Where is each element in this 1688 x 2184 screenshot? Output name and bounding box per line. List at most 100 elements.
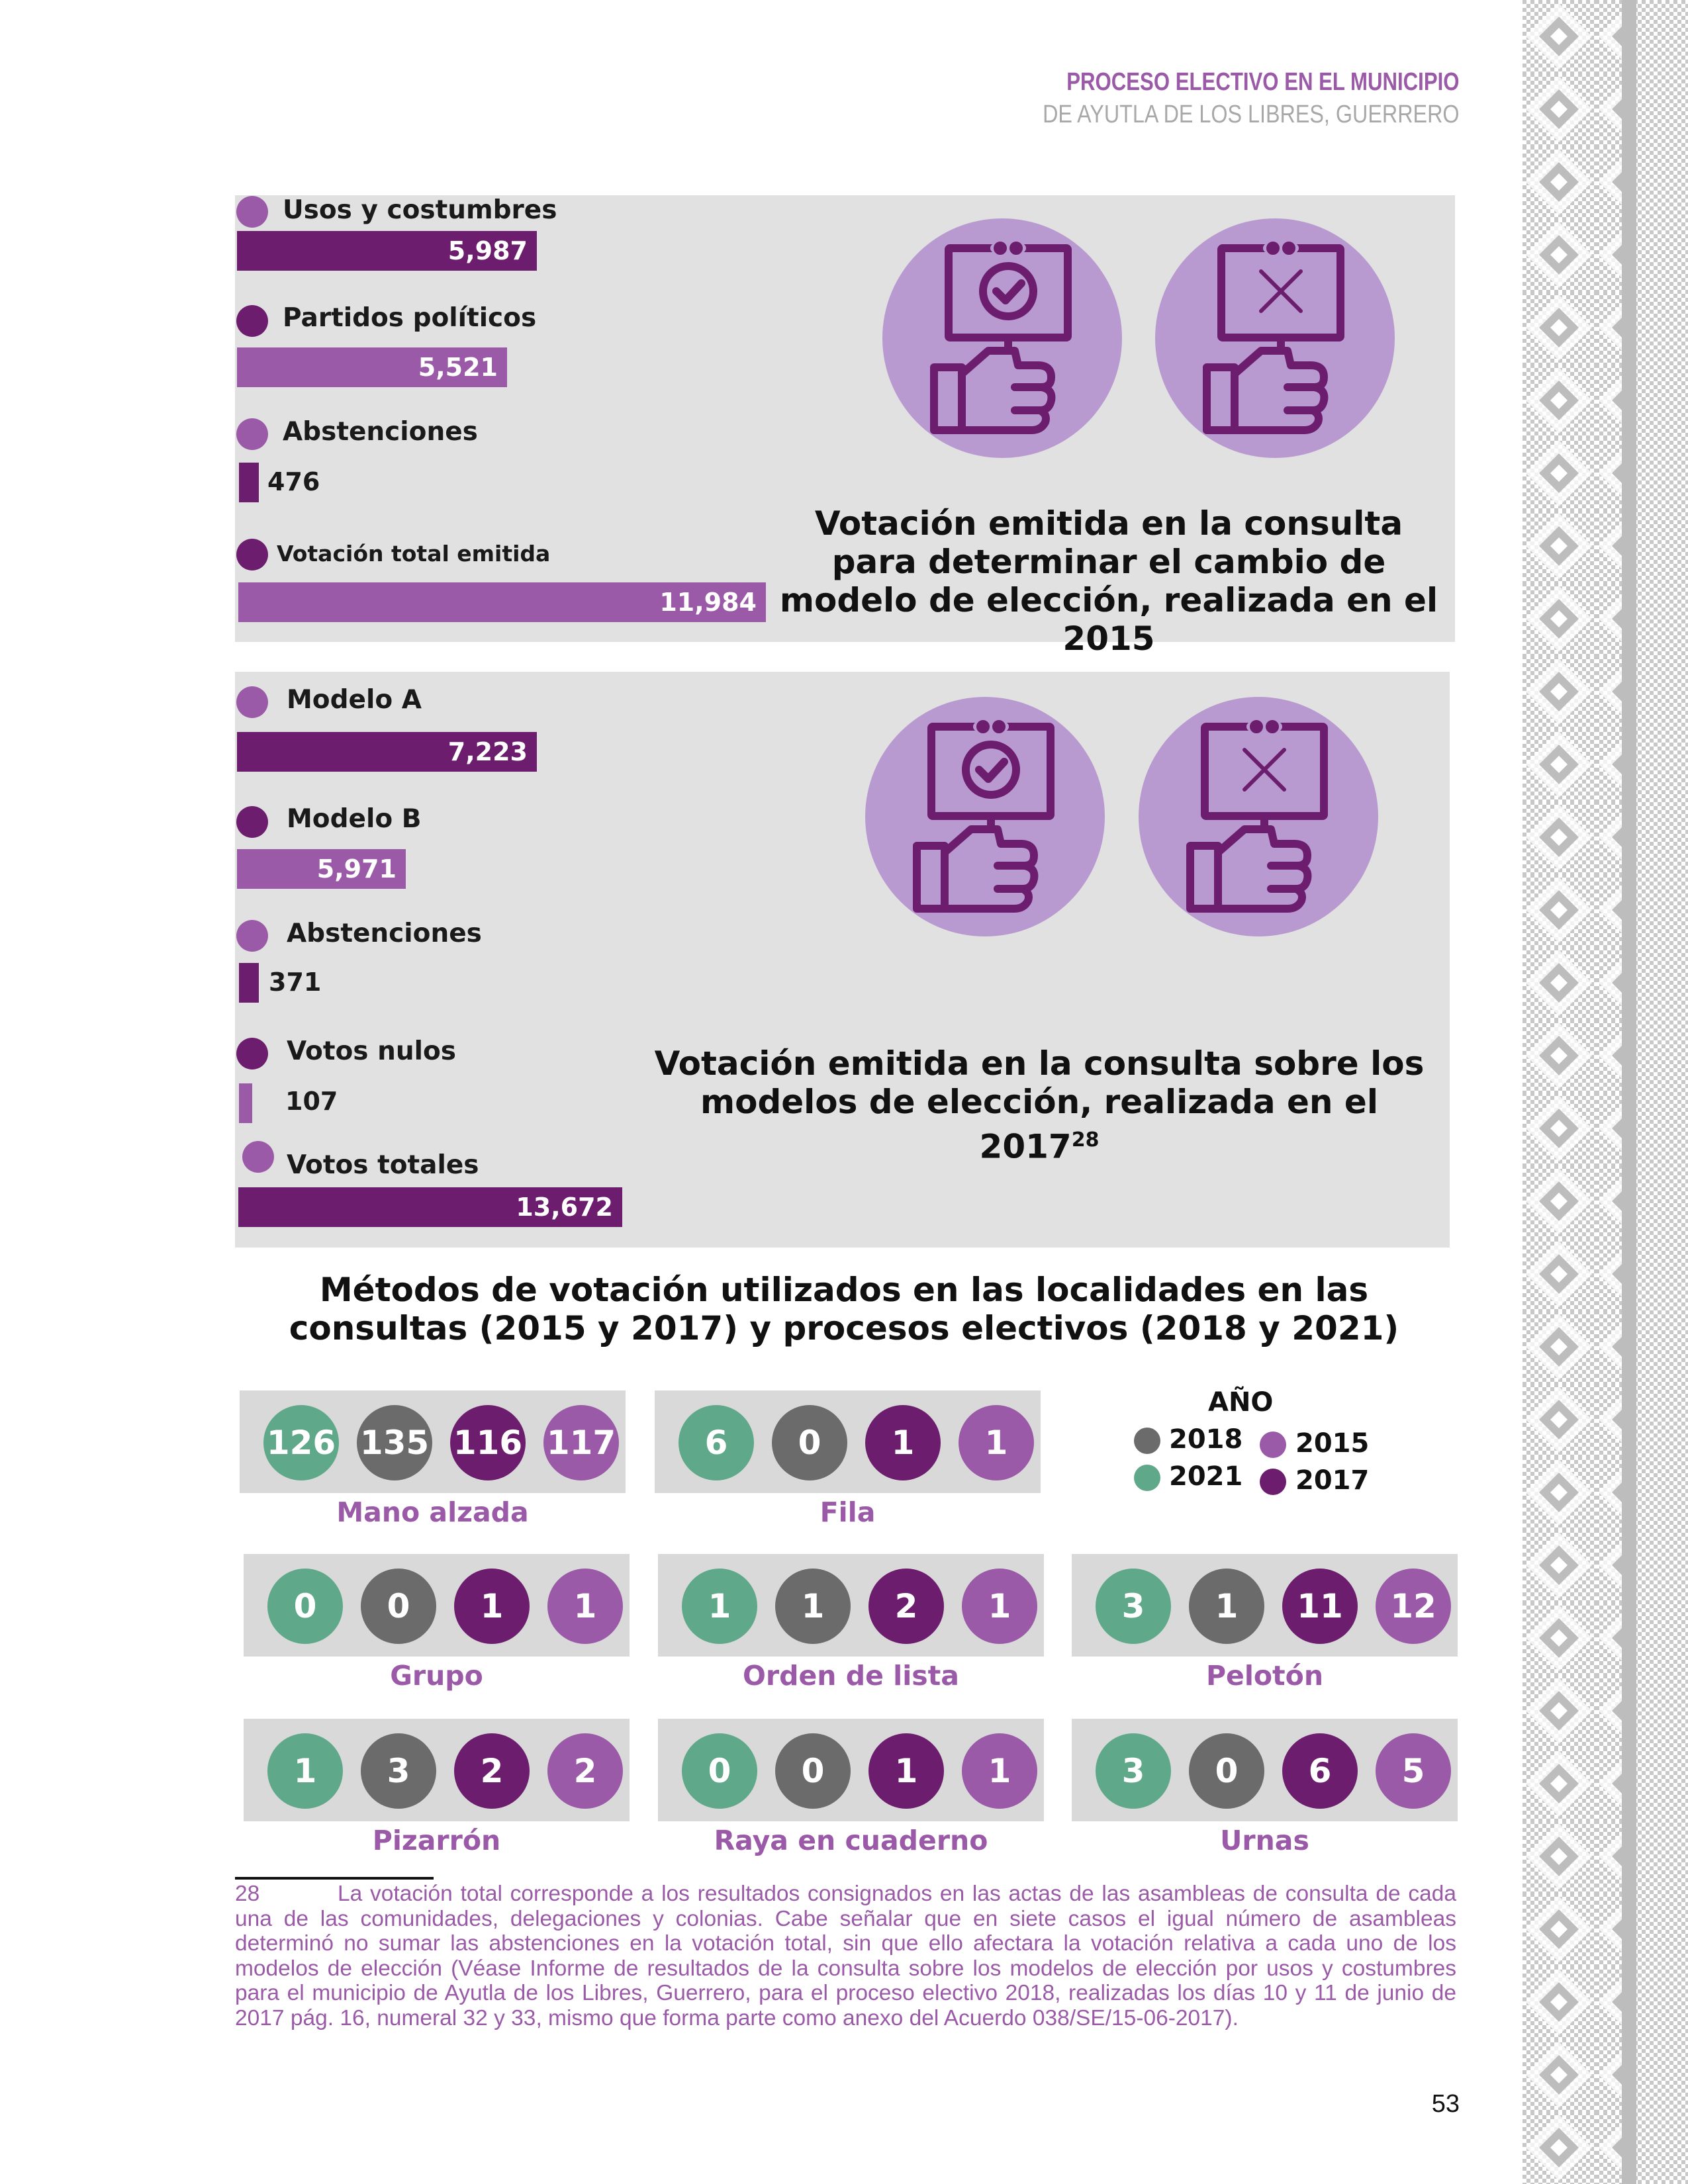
method-count-2017: 11 <box>1282 1569 1358 1644</box>
reject-vote-icon <box>1139 697 1378 936</box>
approve-vote-icon <box>882 218 1122 458</box>
method-count-2021: 6 <box>679 1405 754 1480</box>
method-count-2018: 1 <box>1189 1569 1264 1644</box>
method-count-2015: 5 <box>1376 1733 1451 1809</box>
legend-year: 2018 <box>1169 1424 1243 1455</box>
method-count-2015: 1 <box>959 1405 1034 1480</box>
legend-dot <box>236 539 268 570</box>
method-label: Fila <box>820 1496 876 1528</box>
method-count-2015: 12 <box>1376 1569 1451 1644</box>
method-count-2021: 3 <box>1096 1733 1171 1809</box>
method-label: Grupo <box>390 1660 483 1692</box>
bar-value: 5,987 <box>447 236 528 265</box>
method-box: 3 1 11 12 <box>1072 1554 1458 1657</box>
bar-modelo-b: 5,971 <box>237 849 406 889</box>
footnote-rule <box>235 1877 434 1880</box>
method-count-2015: 117 <box>543 1405 619 1480</box>
legend-year: 2021 <box>1169 1461 1243 1492</box>
bar-value: 107 <box>285 1087 338 1116</box>
method-count-2017: 1 <box>868 1733 944 1809</box>
legend-dot <box>242 1141 274 1173</box>
footnote-text: La votación total corresponde a los resu… <box>235 1882 1456 2030</box>
method-count-2015: 2 <box>547 1733 623 1809</box>
bar-abstenciones <box>239 463 259 502</box>
bar-partidos-politicos: 5,521 <box>237 347 507 387</box>
item-label: Usos y costumbres <box>283 195 557 225</box>
consulta-2017-title: Votación emitida en la consulta sobre lo… <box>649 1044 1430 1166</box>
reject-vote-icon <box>1155 218 1395 458</box>
legend-dot <box>236 196 268 228</box>
method-count-2017: 116 <box>450 1405 526 1480</box>
bar-value: 11,984 <box>659 588 757 617</box>
legend-dot-2021 <box>1134 1465 1160 1491</box>
bar-abstenciones <box>239 963 259 1003</box>
bar-votos-totales: 13,672 <box>238 1187 622 1227</box>
method-count-2018: 1 <box>775 1569 851 1644</box>
method-count-2017: 1 <box>454 1569 530 1644</box>
method-count-2018: 0 <box>1189 1733 1264 1809</box>
method-label: Mano alzada <box>336 1496 529 1528</box>
method-count-2021: 1 <box>267 1733 343 1809</box>
method-count-2021: 0 <box>267 1569 343 1644</box>
method-count-2018: 0 <box>361 1569 436 1644</box>
method-count-2017: 1 <box>865 1405 941 1480</box>
running-header-title: PROCESO ELECTIVO EN EL MUNICIPIO <box>1066 68 1460 96</box>
method-count-2017: 2 <box>868 1569 944 1644</box>
method-count-2015: 1 <box>962 1569 1037 1644</box>
method-label: Orden de lista <box>743 1660 959 1692</box>
item-label: Votos nulos <box>287 1036 456 1066</box>
method-count-2021: 0 <box>682 1733 757 1809</box>
footnote-number: 28 <box>235 1882 260 1906</box>
method-label: Pelotón <box>1205 1660 1324 1692</box>
legend-dot <box>236 1038 268 1069</box>
method-count-2018: 135 <box>357 1405 432 1480</box>
title-text: Votación emitida en la consulta sobre lo… <box>654 1044 1425 1166</box>
method-count-2015: 1 <box>547 1569 623 1644</box>
approve-vote-icon <box>865 697 1105 936</box>
bar-value: 7,223 <box>447 737 528 766</box>
legend-dot <box>236 305 268 337</box>
method-label: Urnas <box>1220 1825 1309 1856</box>
legend-dot-2017 <box>1260 1469 1286 1495</box>
bar-votacion-total: 11,984 <box>238 582 766 622</box>
item-label: Abstenciones <box>283 417 478 447</box>
item-label: Votación total emitida <box>277 541 551 567</box>
item-label: Modelo A <box>287 685 422 715</box>
method-count-2021: 1 <box>682 1569 757 1644</box>
legend-year: 2015 <box>1295 1428 1370 1459</box>
bar-modelo-a: 7,223 <box>237 732 537 772</box>
item-label: Partidos políticos <box>283 303 537 333</box>
bar-usos-y-costumbres: 5,987 <box>237 231 537 271</box>
bar-votos-nulos <box>239 1083 252 1123</box>
metodos-title: Métodos de votación utilizados en las lo… <box>289 1271 1399 1347</box>
bar-value: 5,521 <box>418 353 498 382</box>
running-header-subtitle: DE AYUTLA DE LOS LIBRES, GUERRERO <box>1043 101 1460 128</box>
consulta-2015-title: Votación emitida en la consulta para det… <box>779 504 1438 658</box>
method-count-2017: 6 <box>1282 1733 1358 1809</box>
legend-dot-2015 <box>1260 1432 1286 1458</box>
bar-value: 476 <box>267 467 320 496</box>
method-label: Raya en cuaderno <box>714 1825 988 1856</box>
method-count-2015: 1 <box>962 1733 1037 1809</box>
page-number: 53 <box>1431 2090 1460 2118</box>
method-box: 126 135 116 117 <box>240 1390 626 1493</box>
legend-dot <box>236 418 268 450</box>
method-count-2018: 3 <box>361 1733 436 1809</box>
legend-title: AÑO <box>1208 1387 1274 1418</box>
method-count-2018: 0 <box>772 1405 847 1480</box>
method-count-2021: 3 <box>1096 1569 1171 1644</box>
method-count-2021: 126 <box>263 1405 339 1480</box>
item-label: Modelo B <box>287 804 422 834</box>
legend-dot <box>236 686 268 718</box>
legend-dot <box>236 920 268 952</box>
method-count-2018: 0 <box>775 1733 851 1809</box>
bar-value: 371 <box>269 968 322 997</box>
method-label: Pizarrón <box>372 1825 501 1856</box>
footnote: 28 La votación total corresponde a los re… <box>235 1882 1456 2030</box>
